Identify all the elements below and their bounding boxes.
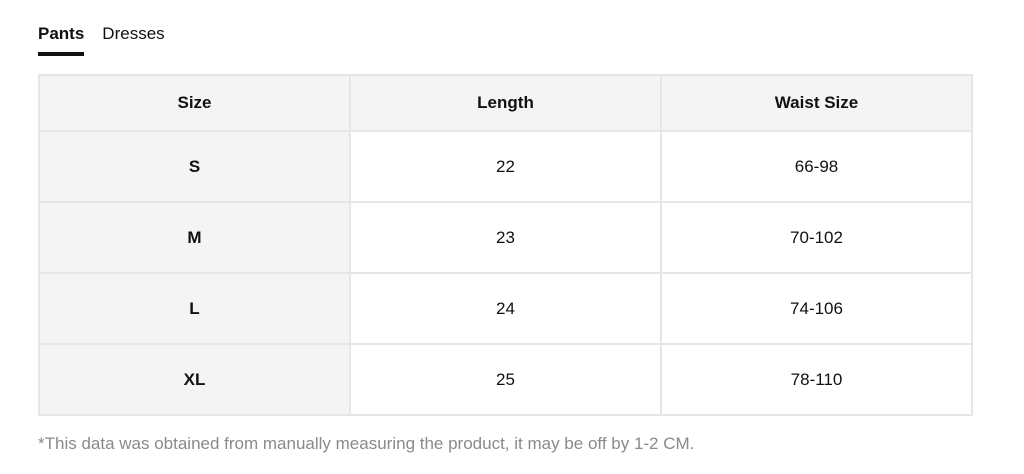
table-header-row: Size Length Waist Size bbox=[38, 74, 973, 132]
tab-dresses[interactable]: Dresses bbox=[102, 24, 165, 43]
cell-length: 25 bbox=[349, 343, 662, 416]
cell-waist: 78-110 bbox=[660, 343, 973, 416]
cell-size: M bbox=[38, 201, 351, 274]
table-row: XL 25 78-110 bbox=[38, 343, 973, 416]
cell-length: 24 bbox=[349, 272, 662, 345]
cell-waist: 74-106 bbox=[660, 272, 973, 345]
cell-waist: 66-98 bbox=[660, 130, 973, 203]
cell-size: S bbox=[38, 130, 351, 203]
cell-length: 23 bbox=[349, 201, 662, 274]
table-row: L 24 74-106 bbox=[38, 272, 973, 345]
table-row: S 22 66-98 bbox=[38, 130, 973, 203]
tab-pants[interactable]: Pants bbox=[38, 24, 85, 56]
header-length: Length bbox=[349, 74, 662, 132]
cell-size: L bbox=[38, 272, 351, 345]
table-row: M 23 70-102 bbox=[38, 201, 973, 274]
cell-waist: 70-102 bbox=[660, 201, 973, 274]
header-waist-size: Waist Size bbox=[660, 74, 973, 132]
size-tabs: Pants Dresses bbox=[38, 24, 165, 56]
header-size: Size bbox=[38, 74, 351, 132]
measurement-note: *This data was obtained from manually me… bbox=[38, 434, 695, 453]
size-chart-table: Size Length Waist Size S 22 66-98 M 23 7… bbox=[38, 74, 973, 416]
cell-length: 22 bbox=[349, 130, 662, 203]
cell-size: XL bbox=[38, 343, 351, 416]
